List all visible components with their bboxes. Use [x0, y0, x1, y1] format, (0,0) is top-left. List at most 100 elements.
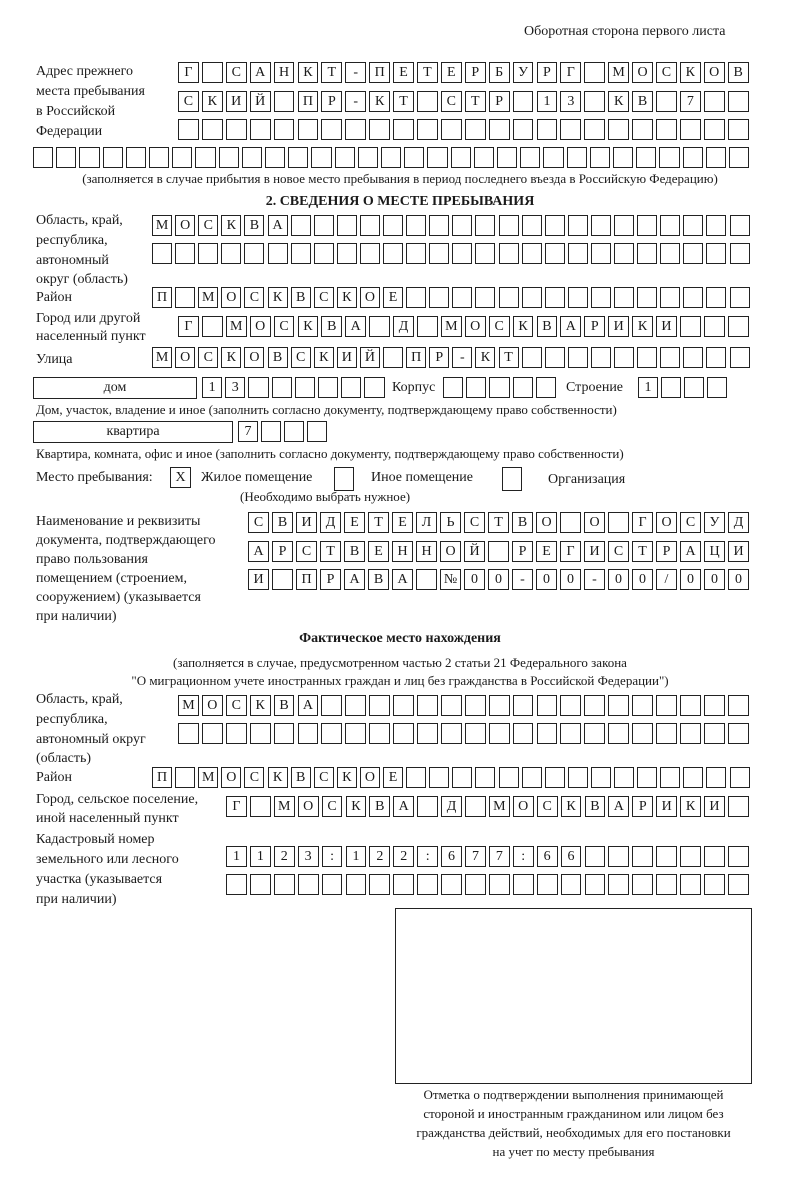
character-cell[interactable]: [359, 243, 380, 264]
character-cell[interactable]: [661, 377, 681, 398]
character-cell[interactable]: [497, 147, 518, 168]
character-cell[interactable]: [679, 695, 701, 716]
stay-option-organization-checkbox[interactable]: [502, 467, 522, 491]
character-cell[interactable]: [249, 796, 271, 817]
character-cell[interactable]: [429, 767, 450, 788]
character-cell[interactable]: [440, 119, 462, 140]
character-cell[interactable]: [488, 874, 510, 895]
character-cell[interactable]: [520, 147, 541, 168]
character-cell[interactable]: Д: [728, 512, 749, 533]
character-cell[interactable]: [294, 377, 315, 398]
character-cell[interactable]: [544, 243, 565, 264]
character-cell[interactable]: [417, 695, 438, 716]
character-cell[interactable]: [567, 215, 588, 236]
character-cell[interactable]: К: [336, 287, 357, 308]
character-cell[interactable]: [704, 874, 725, 895]
character-cell[interactable]: [521, 767, 542, 788]
character-cell[interactable]: [488, 695, 510, 716]
flat-type-field[interactable]: квартира: [33, 421, 233, 443]
character-cell[interactable]: [608, 874, 630, 895]
character-cell[interactable]: Г: [226, 796, 247, 817]
character-cell[interactable]: П: [152, 287, 173, 308]
character-cell[interactable]: К: [608, 91, 630, 112]
character-cell[interactable]: [417, 796, 439, 817]
character-cell[interactable]: И: [656, 316, 677, 337]
character-cell[interactable]: М: [198, 767, 219, 788]
character-cell[interactable]: [429, 215, 450, 236]
character-cell[interactable]: Д: [320, 512, 341, 533]
character-cell[interactable]: [440, 695, 462, 716]
character-cell[interactable]: С: [656, 62, 677, 83]
character-cell[interactable]: О: [703, 62, 725, 83]
character-cell[interactable]: [488, 723, 510, 744]
character-cell[interactable]: [512, 874, 534, 895]
character-cell[interactable]: [318, 377, 339, 398]
character-cell[interactable]: [383, 243, 404, 264]
character-cell[interactable]: У: [704, 512, 725, 533]
character-cell[interactable]: В: [632, 91, 653, 112]
character-cell[interactable]: В: [584, 796, 606, 817]
house-type-field[interactable]: дом: [33, 377, 197, 399]
character-cell[interactable]: В: [273, 695, 295, 716]
character-cell[interactable]: [727, 316, 749, 337]
character-cell[interactable]: К: [313, 347, 334, 368]
character-cell[interactable]: [464, 119, 486, 140]
character-cell[interactable]: [544, 767, 565, 788]
character-cell[interactable]: [637, 215, 658, 236]
character-cell[interactable]: [660, 215, 681, 236]
character-cell[interactable]: Р: [272, 541, 293, 562]
character-cell[interactable]: Р: [488, 91, 510, 112]
character-cell[interactable]: [512, 695, 534, 716]
character-cell[interactable]: [175, 767, 196, 788]
character-cell[interactable]: [443, 377, 464, 398]
character-cell[interactable]: [536, 874, 558, 895]
character-cell[interactable]: С: [680, 512, 701, 533]
character-cell[interactable]: [590, 767, 611, 788]
character-cell[interactable]: [703, 695, 725, 716]
character-cell[interactable]: М: [273, 796, 295, 817]
character-cell[interactable]: И: [225, 91, 247, 112]
character-cell[interactable]: [244, 243, 265, 264]
character-cell[interactable]: Р: [464, 62, 486, 83]
character-cell[interactable]: К: [512, 316, 534, 337]
character-cell[interactable]: К: [267, 767, 288, 788]
character-cell[interactable]: [345, 119, 367, 140]
character-cell[interactable]: [417, 91, 438, 112]
character-cell[interactable]: Г: [632, 512, 653, 533]
character-cell[interactable]: [172, 147, 193, 168]
character-cell[interactable]: О: [536, 512, 557, 533]
character-cell[interactable]: [590, 215, 611, 236]
character-cell[interactable]: [475, 767, 496, 788]
character-cell[interactable]: [441, 874, 462, 895]
character-cell[interactable]: [560, 512, 581, 533]
character-cell[interactable]: [452, 215, 473, 236]
character-cell[interactable]: О: [359, 287, 380, 308]
character-cell[interactable]: Е: [344, 512, 365, 533]
character-cell[interactable]: [567, 287, 588, 308]
character-cell[interactable]: Т: [464, 91, 486, 112]
stay-option-other-checkbox[interactable]: [334, 467, 354, 491]
character-cell[interactable]: [680, 874, 701, 895]
character-cell[interactable]: [336, 215, 357, 236]
character-cell[interactable]: С: [244, 767, 265, 788]
character-cell[interactable]: [488, 119, 510, 140]
character-cell[interactable]: С: [608, 541, 629, 562]
character-cell[interactable]: П: [152, 767, 173, 788]
character-cell[interactable]: [706, 243, 727, 264]
character-cell[interactable]: С: [244, 287, 265, 308]
character-cell[interactable]: [703, 316, 725, 337]
character-cell[interactable]: М: [152, 347, 173, 368]
character-cell[interactable]: 1: [536, 91, 558, 112]
character-cell[interactable]: [406, 243, 427, 264]
character-cell[interactable]: 1: [226, 846, 247, 867]
character-cell[interactable]: [608, 695, 630, 716]
character-cell[interactable]: [241, 147, 262, 168]
character-cell[interactable]: [560, 723, 582, 744]
character-cell[interactable]: [427, 147, 448, 168]
character-cell[interactable]: [225, 119, 247, 140]
character-cell[interactable]: [560, 874, 582, 895]
character-cell[interactable]: [729, 767, 750, 788]
character-cell[interactable]: [429, 287, 450, 308]
character-cell[interactable]: Е: [392, 512, 413, 533]
character-cell[interactable]: [703, 723, 725, 744]
